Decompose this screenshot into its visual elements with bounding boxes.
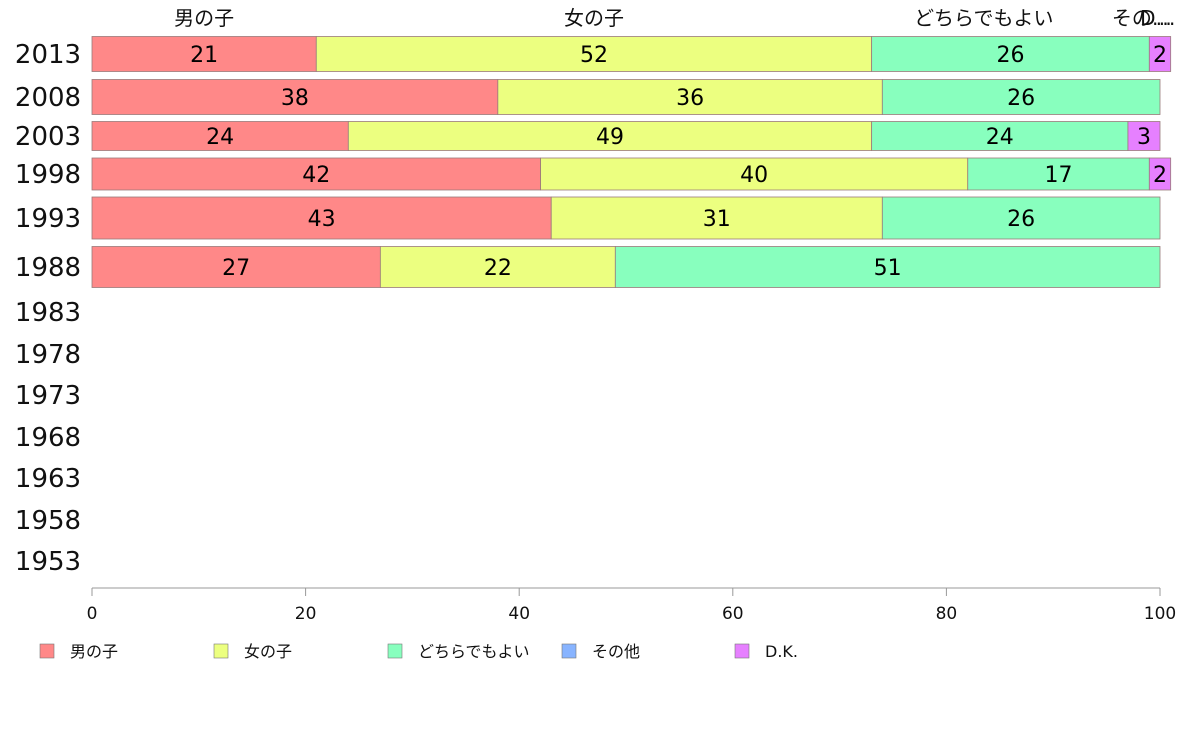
legend-label: D.K. <box>765 642 798 661</box>
bar-value-label: 2 <box>1153 43 1167 68</box>
bar-value-label: 26 <box>996 43 1024 68</box>
category-label: 1998 <box>15 160 81 190</box>
category-label: 1983 <box>15 298 81 328</box>
bar-segment <box>1148 157 1172 191</box>
category-label: 2003 <box>15 122 81 152</box>
bar-segment <box>540 157 969 191</box>
category-label: 1958 <box>15 506 81 536</box>
x-tick-label: 20 <box>295 604 317 624</box>
bar-value-label: 52 <box>580 43 608 68</box>
top-series-label: どちらでもよい <box>914 6 1053 30</box>
category-label: 1993 <box>15 204 81 234</box>
bar-value-label: 21 <box>190 43 218 68</box>
legend-label: 男の子 <box>70 642 118 661</box>
bar-value-label: 40 <box>740 163 768 188</box>
x-tick-label: 40 <box>508 604 530 624</box>
category-label: 1973 <box>15 381 81 411</box>
top-series-label: D… <box>1140 6 1175 30</box>
legend-swatch <box>734 643 750 659</box>
legend-label: どちらでもよい <box>418 642 530 661</box>
bar-value-label: 43 <box>308 207 336 232</box>
bar-value-label: 17 <box>1045 163 1073 188</box>
bar-segment <box>497 79 883 115</box>
bar-value-label: 27 <box>222 256 250 281</box>
legend-swatch <box>213 643 229 659</box>
category-label: 2013 <box>15 40 81 70</box>
bar-value-label: 3 <box>1137 125 1151 150</box>
top-series-label: その… <box>1112 6 1172 30</box>
category-label: 2008 <box>15 83 81 113</box>
bar-value-label: 2 <box>1153 163 1167 188</box>
bar-segment <box>91 36 317 72</box>
bar-value-label: 36 <box>676 86 704 111</box>
bar-segment <box>1127 121 1161 151</box>
bar-value-label: 42 <box>302 163 330 188</box>
bar-segment <box>871 121 1129 151</box>
legend-swatch <box>39 643 55 659</box>
bar-segment <box>871 36 1150 72</box>
bar-segment <box>347 121 873 151</box>
x-tick-label: 0 <box>87 604 98 624</box>
bar-segment <box>550 196 883 240</box>
legend-label: その他 <box>592 642 640 661</box>
bar-segment <box>91 79 499 115</box>
legend-swatch <box>561 643 577 659</box>
category-label: 1988 <box>15 253 81 283</box>
category-label: 1968 <box>15 423 81 453</box>
x-tick-label: 100 <box>1144 604 1176 624</box>
bar-segment <box>881 196 1161 240</box>
legend-label: 女の子 <box>244 642 292 661</box>
bar-value-label: 38 <box>281 86 309 111</box>
bar-segment <box>91 157 541 191</box>
category-label: 1963 <box>15 464 81 494</box>
top-series-label: 男の子 <box>174 6 234 30</box>
bar-segment <box>379 246 616 288</box>
category-label: 1978 <box>15 340 81 370</box>
top-series-label: 女の子 <box>564 6 624 30</box>
bar-segment <box>1148 36 1172 72</box>
bar-segment <box>881 79 1161 115</box>
bar-value-label: 31 <box>703 207 731 232</box>
bar-segment <box>315 36 873 72</box>
bar-value-label: 24 <box>986 125 1014 150</box>
bar-value-label: 49 <box>596 125 624 150</box>
bar-segment <box>967 157 1150 191</box>
bar-segment <box>614 246 1161 288</box>
bar-segment <box>91 196 552 240</box>
x-tick-label: 60 <box>722 604 744 624</box>
bar-segment <box>91 246 381 288</box>
bar-value-label: 51 <box>874 256 902 281</box>
x-tick-label: 80 <box>936 604 958 624</box>
bar-value-label: 22 <box>484 256 512 281</box>
bar-segment <box>91 121 349 151</box>
legend-swatch <box>387 643 403 659</box>
category-label: 1953 <box>15 547 81 577</box>
bar-value-label: 26 <box>1007 86 1035 111</box>
bar-value-label: 24 <box>206 125 234 150</box>
bar-value-label: 26 <box>1007 207 1035 232</box>
